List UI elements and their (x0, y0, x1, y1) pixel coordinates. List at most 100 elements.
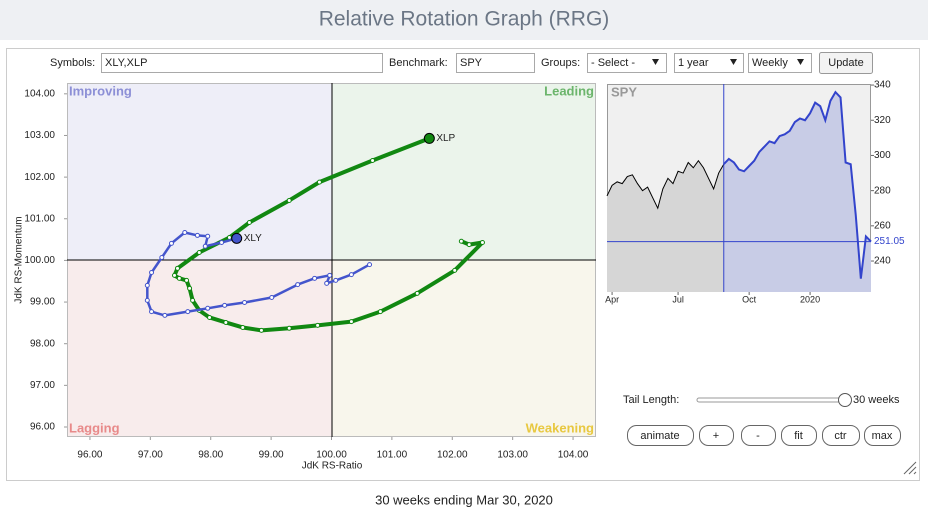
tail-point (187, 285, 193, 291)
quadrant-label: Lagging (69, 420, 120, 435)
benchmark-input[interactable] (456, 53, 535, 73)
tail-point (333, 277, 339, 283)
head-point (231, 232, 243, 244)
series-name: XLY (244, 233, 262, 244)
dropdown-arrow (652, 59, 659, 65)
y-tick-label: 340 (874, 80, 891, 91)
tool-button[interactable] (627, 425, 694, 446)
current-label-box (872, 235, 906, 248)
x-tick-label: 99.00 (259, 450, 284, 461)
tail-point (286, 325, 292, 331)
symbols-value: XLY,XLP (105, 57, 147, 69)
x-axis-label: JdK RS-Ratio (302, 461, 363, 472)
x-tick-label: 104.00 (558, 450, 589, 461)
tail-value: 30 weeks (853, 394, 900, 406)
tail-point (182, 230, 188, 236)
tail-point (184, 277, 190, 283)
tail-point (479, 240, 485, 246)
y-tick-label: 320 (874, 115, 891, 126)
update-label: Update (828, 57, 863, 69)
y-tick-label: 96.00 (30, 422, 55, 433)
footer: 30 weeks ending Mar 30, 2020 (375, 492, 553, 507)
tail-point (286, 197, 292, 203)
tail-point (205, 233, 211, 239)
x-tick-label: 98.00 (198, 450, 223, 461)
tail-point (458, 238, 464, 244)
quadrant-label: Weakening (526, 420, 594, 435)
x-tick-label: 102.00 (437, 450, 468, 461)
price-line (606, 159, 725, 210)
y-tick-label: 98.00 (30, 338, 55, 349)
tail-point (162, 312, 168, 318)
tool-button[interactable] (699, 425, 734, 446)
tail-point (315, 322, 321, 328)
tool-button-label: ctr (834, 430, 847, 442)
tail-label: Tail Length: (623, 394, 679, 406)
benchmark-label: Benchmark: (389, 57, 448, 69)
x-tick-label: Oct (742, 294, 757, 304)
tail-point (466, 242, 472, 248)
tail-point (324, 280, 330, 286)
tail-point (196, 250, 202, 256)
tail-point (175, 265, 181, 271)
tail-point (348, 272, 354, 278)
tool-button-label: max (872, 430, 893, 442)
tool-button[interactable] (864, 425, 901, 446)
quadrant-weakening (332, 260, 596, 437)
tail-point (176, 275, 182, 281)
tail-point (242, 299, 248, 305)
tail-point (269, 294, 275, 300)
symbols-label: Symbols: (50, 57, 95, 69)
quadrant-improving (67, 83, 332, 260)
interval-value: Weekly (752, 57, 788, 69)
groups-select[interactable] (587, 53, 667, 73)
y-tick-label: 101.00 (24, 213, 55, 224)
tail-point (149, 269, 155, 275)
y-tick-label: 103.00 (24, 130, 55, 141)
tail-point (452, 267, 458, 273)
tail-point (194, 232, 200, 238)
tool-button-label: animate (640, 430, 679, 442)
symbols-input[interactable] (101, 53, 383, 73)
y-tick-label: 240 (874, 256, 891, 267)
tail-point (159, 255, 165, 261)
dropdown-arrow (797, 59, 804, 65)
interval-select[interactable] (748, 53, 812, 73)
benchmark-value: SPY (460, 57, 483, 69)
price-area (607, 160, 724, 292)
dropdown-arrow (730, 59, 737, 65)
tail-point (240, 324, 246, 330)
tool-button-label: + (713, 430, 719, 442)
x-tick-label: 100.00 (316, 450, 347, 461)
tail-point (144, 282, 150, 288)
current-label: 251.05 (874, 236, 905, 247)
y-tick-label: 100.00 (24, 255, 55, 266)
tail-point (377, 309, 383, 315)
update-button[interactable] (819, 52, 873, 74)
x-tick-label: 103.00 (497, 450, 528, 461)
head-point (423, 132, 435, 144)
x-tick-label: Jul (672, 294, 684, 304)
period-value: 1 year (678, 57, 709, 69)
resize-grip (903, 461, 917, 475)
x-tick-label: 2020 (800, 294, 820, 304)
price-line (723, 90, 872, 279)
tail-point (295, 282, 301, 288)
series-name: XLP (436, 133, 455, 144)
tail-point (144, 297, 150, 303)
slider-knob[interactable] (838, 393, 852, 407)
tail-point (258, 327, 264, 333)
tool-button[interactable] (822, 425, 860, 446)
tool-button[interactable] (781, 425, 817, 446)
groups-label: Groups: (541, 57, 580, 69)
tail-point (185, 309, 191, 315)
tail-point (207, 314, 213, 320)
y-tick-label: 280 (874, 185, 891, 196)
period-select[interactable] (674, 53, 744, 73)
y-axis-label: JdK RS-Momentum (14, 216, 25, 303)
tool-button[interactable] (741, 425, 776, 446)
tail-slider[interactable] (696, 397, 846, 403)
y-tick-label: 260 (874, 220, 891, 231)
quadrant-leading (332, 83, 596, 260)
tool-button-label: - (756, 430, 760, 442)
